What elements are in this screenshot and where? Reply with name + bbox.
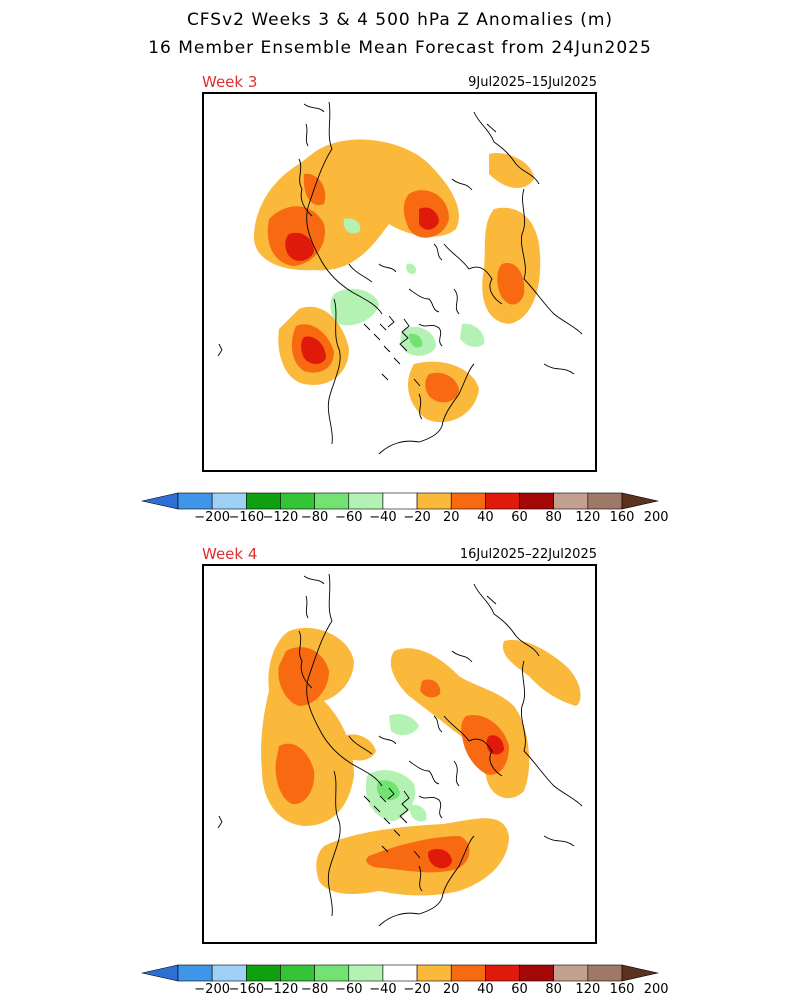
colorbar-box <box>382 964 418 982</box>
colorbar-tick-label: 80 <box>545 510 562 525</box>
week3-coastlines <box>217 101 583 455</box>
colorbar-right-arrow <box>621 964 659 982</box>
week3-colorbar-svg <box>141 492 659 510</box>
colorbar-left-arrow <box>141 964 179 982</box>
colorbar-tick-label: −80 <box>300 982 329 997</box>
colorbar-box <box>416 492 452 510</box>
colorbar-box <box>246 964 281 982</box>
colorbar-tick-label: −200 <box>194 510 230 525</box>
colorbar-box <box>485 492 520 510</box>
colorbar-tick-label: −80 <box>300 510 329 525</box>
colorbar-box <box>314 964 350 982</box>
colorbar-tick-label: −60 <box>335 982 363 997</box>
week3-map-svg <box>217 101 583 455</box>
colorbar-tick-label: 60 <box>511 982 528 997</box>
week3-colorbar: −200 −160 −120 −80 −60 −40 −20 20 40 60 80 120 160 20… <box>140 490 669 530</box>
colorbar-box <box>519 964 554 982</box>
colorbar-box <box>280 492 315 510</box>
colorbar-box <box>450 492 486 510</box>
colorbar-tick-label: 200 <box>643 982 669 997</box>
colorbar-tick-label: −120 <box>262 982 299 997</box>
colorbar-box <box>348 964 384 982</box>
week4-dates: 16Jul2025–22Jul2025 <box>459 547 597 562</box>
colorbar-tick-label: 120 <box>575 510 601 525</box>
colorbar-box <box>211 964 247 982</box>
colorbar-tick-label: 60 <box>511 510 528 525</box>
week4-label: Week 4 <box>202 545 258 563</box>
colorbar-tick-label: −120 <box>262 510 299 525</box>
colorbar-tick-label: −40 <box>369 510 397 525</box>
colorbar-box <box>587 964 623 982</box>
colorbar-box <box>553 492 589 510</box>
colorbar-tick-label: 200 <box>643 510 669 525</box>
week4-positive-anomalies <box>261 627 581 896</box>
week3-dates: 9Jul2025–15Jul2025 <box>468 75 597 90</box>
colorbar-tick-label: 80 <box>545 982 562 997</box>
colorbar-tick-label: −160 <box>228 982 265 997</box>
colorbar-left-arrow <box>141 492 179 510</box>
title-line-1: CFSv2 Weeks 3 & 4 500 hPa Z Anomalies (m… <box>186 10 614 30</box>
colorbar-box <box>246 492 281 510</box>
week3-label: Week 3 <box>202 73 258 91</box>
week3-map <box>202 92 597 472</box>
week4-negative-anomalies <box>366 714 427 822</box>
colorbar-box <box>450 964 486 982</box>
week4-coastlines <box>217 573 583 927</box>
week3-positive-anomalies <box>253 139 541 423</box>
colorbar-box <box>177 492 213 510</box>
week4-map <box>202 564 597 944</box>
week4-map-svg <box>217 573 583 927</box>
week4-colorbar: −200 −160 −120 −80 −60 −40 −20 20 40 60 80 120 160 20… <box>140 962 669 1002</box>
colorbar-tick-label: −20 <box>403 982 431 997</box>
colorbar-box <box>348 492 384 510</box>
colorbar-tick-label: 20 <box>442 510 460 525</box>
title-line-2: 16 Member Ensemble Mean Forecast from 24… <box>148 38 652 58</box>
colorbar-tick-label: 40 <box>477 982 494 997</box>
colorbar-tick-label: 160 <box>609 982 635 997</box>
colorbar-box <box>416 964 452 982</box>
colorbar-tick-label: −60 <box>335 510 363 525</box>
colorbar-tick-label: −40 <box>369 982 397 997</box>
colorbar-box <box>587 492 623 510</box>
colorbar-tick-label: −160 <box>228 510 265 525</box>
week4-colorbar-svg <box>141 964 659 982</box>
colorbar-tick-label: −200 <box>194 982 230 997</box>
colorbar-box <box>314 492 350 510</box>
colorbar-box <box>177 964 213 982</box>
colorbar-right-arrow <box>621 492 659 510</box>
colorbar-tick-label: 20 <box>442 982 460 997</box>
colorbar-box <box>553 964 589 982</box>
colorbar-tick-label: 120 <box>575 982 601 997</box>
colorbar-tick-label: 40 <box>477 510 494 525</box>
colorbar-box <box>485 964 520 982</box>
colorbar-box <box>519 492 554 510</box>
colorbar-box <box>211 492 247 510</box>
colorbar-box <box>280 964 315 982</box>
colorbar-box <box>382 492 418 510</box>
colorbar-tick-label: 160 <box>609 510 635 525</box>
week3-negative-anomalies <box>330 218 485 356</box>
colorbar-tick-label: −20 <box>403 510 431 525</box>
